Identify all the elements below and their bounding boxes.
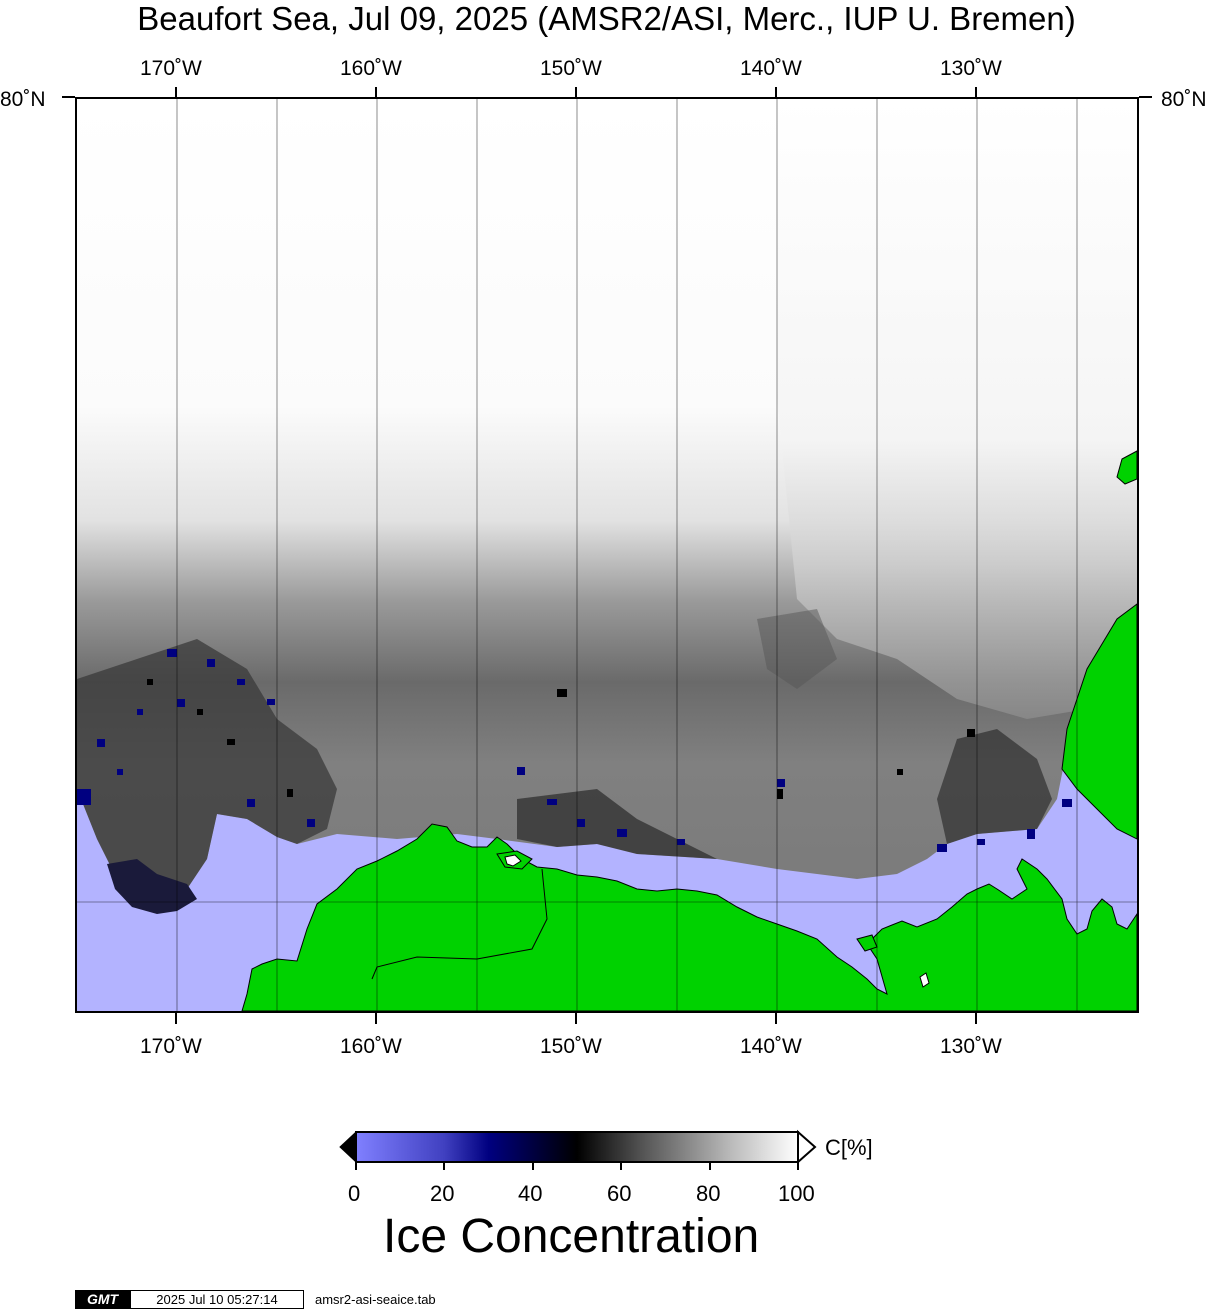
lon-label-top-160w: 160˚W	[340, 57, 402, 80]
colorbar-unit-label: C[%]	[825, 1135, 873, 1160]
lon-label-top-170w: 170˚W	[140, 57, 202, 80]
lon-label-bottom-140w: 140˚W	[740, 1035, 802, 1058]
colorbar-gradient	[355, 1131, 799, 1163]
colorbar-tick-40: 40	[518, 1181, 543, 1206]
colorbar	[339, 1129, 817, 1170]
lon-label-bottom-160w: 160˚W	[340, 1035, 402, 1058]
colorbar-tick-60: 60	[607, 1181, 632, 1206]
lat-label-right: 80˚N	[1161, 88, 1207, 111]
marginal-ice-zone	[77, 609, 1083, 914]
lon-label-bottom-130w: 130˚W	[940, 1035, 1002, 1058]
graticule	[77, 99, 1137, 1011]
colorbar-high-triangle	[797, 1129, 817, 1165]
colorbar-tick-80: 80	[696, 1181, 721, 1206]
land-alaska-canada	[241, 823, 1137, 1011]
lon-label-bottom-150w: 150˚W	[540, 1035, 602, 1058]
map-panel	[75, 97, 1139, 1013]
colorbar-low-triangle	[339, 1130, 357, 1164]
lat-label-left: 80˚N	[0, 88, 46, 111]
colorbar-tick-0: 0	[348, 1181, 361, 1206]
colorbar-tick-20: 20	[430, 1181, 455, 1206]
colorbar-title: Ice Concentration	[383, 1210, 760, 1263]
sea-ice-map	[77, 99, 1137, 1011]
gmt-logo: GMT	[75, 1290, 130, 1309]
lake-teshekpuk	[504, 854, 522, 867]
lon-label-bottom-170w: 170˚W	[140, 1035, 202, 1058]
map-title: Beaufort Sea, Jul 09, 2025 (AMSR2/ASI, M…	[137, 0, 1076, 37]
lon-label-top-130w: 130˚W	[940, 57, 1002, 80]
lon-label-top-150w: 150˚W	[540, 57, 602, 80]
footer-filename: amsr2-asi-seaice.tab	[315, 1292, 436, 1307]
bottom-ticks	[175, 1012, 977, 1024]
land-islet-northeast	[1116, 450, 1137, 485]
lon-label-top-140w: 140˚W	[740, 57, 802, 80]
top-ticks	[62, 87, 1152, 98]
footer-timestamp: 2025 Jul 10 05:27:14	[130, 1290, 304, 1309]
lake-small	[919, 972, 930, 988]
white-ice-northeast	[777, 99, 1137, 719]
land-banks-island	[1061, 603, 1137, 840]
colorbar-tick-100: 100	[778, 1181, 815, 1206]
